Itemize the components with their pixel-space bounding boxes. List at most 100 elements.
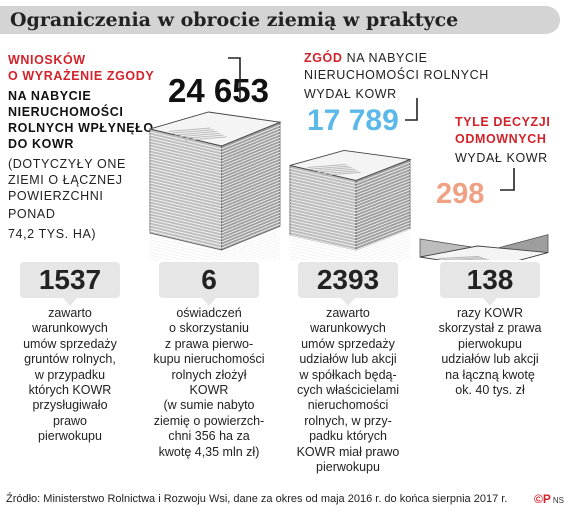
stat-desc-2: oświadczeń o skorzystaniu z prawa pierwo… bbox=[153, 306, 265, 459]
sheet-line bbox=[289, 174, 411, 196]
sheet-line bbox=[149, 238, 281, 260]
sheet-line bbox=[289, 177, 411, 199]
sheet-line bbox=[289, 246, 411, 260]
stack-top-sheet bbox=[148, 111, 282, 147]
sheet-line bbox=[149, 124, 281, 150]
sheet-line bbox=[289, 183, 411, 206]
left-normal-line-4: PONAD bbox=[8, 207, 56, 221]
left-normal-line-2: ZIEMI O ŁĄCZNEJ bbox=[8, 173, 123, 187]
middle-line-1-rest: NA NABYCIE bbox=[342, 51, 428, 65]
sheet-line bbox=[289, 171, 411, 193]
sheet-line bbox=[149, 172, 281, 198]
stack-top-sheet bbox=[289, 149, 412, 181]
sheet-line bbox=[289, 219, 411, 242]
top-sheet-text-line bbox=[184, 136, 227, 141]
top-sheet-text-line bbox=[181, 134, 224, 140]
sheet-line bbox=[149, 208, 281, 234]
stat-badge-3-tail bbox=[341, 298, 355, 306]
sheet-line bbox=[149, 181, 281, 207]
sheet-line bbox=[289, 210, 411, 233]
sheet-line bbox=[149, 148, 281, 174]
sheet-line bbox=[289, 243, 411, 260]
sheet-line bbox=[289, 195, 411, 218]
sheet-line bbox=[149, 142, 281, 168]
sheet-line bbox=[149, 184, 281, 210]
sheet-line bbox=[289, 165, 411, 187]
sheet-line bbox=[149, 223, 281, 249]
sheet-line bbox=[149, 241, 281, 260]
sheet-line bbox=[149, 229, 281, 255]
stat-badge-1-tail bbox=[63, 298, 77, 306]
sheet-line bbox=[149, 136, 281, 162]
paper-stack-2 bbox=[289, 149, 412, 260]
sheet-line bbox=[149, 211, 281, 237]
sheet-line bbox=[289, 162, 411, 184]
sheet-line bbox=[149, 196, 281, 222]
sheet-line bbox=[289, 252, 411, 260]
stat-badge-1: 1537 bbox=[20, 262, 120, 298]
sheet-line bbox=[289, 198, 411, 221]
sheet-line bbox=[289, 168, 411, 190]
stack-top-sheet bbox=[419, 245, 549, 260]
stat-badge-3: 2393 bbox=[298, 262, 398, 298]
stat-desc-4: razy KOWR skorzystał z prawa pierwokupu … bbox=[438, 306, 542, 398]
stat-desc-3: zawarto warunkowych umów sprzedaży udzia… bbox=[296, 306, 400, 475]
sheet-line bbox=[149, 247, 281, 260]
sheet-line bbox=[289, 192, 411, 215]
stat-badge-2: 6 bbox=[159, 262, 259, 298]
left-normal-line-3: POWIERZCHNI bbox=[8, 189, 104, 203]
sheet-line bbox=[149, 232, 281, 258]
sheet-line bbox=[149, 202, 281, 228]
left-bold-line-1: NA NABYCIE bbox=[8, 89, 92, 103]
sheet-line bbox=[289, 180, 411, 203]
left-normal-line-5: 74,2 TYS. HA) bbox=[8, 227, 97, 241]
top-sheet-text-line bbox=[441, 256, 483, 260]
top-sheet-text-line bbox=[438, 255, 480, 260]
logo-mark: ©P bbox=[534, 492, 551, 506]
middle-line-2: NIERUCHOMOŚCI ROLNYCH bbox=[304, 68, 489, 82]
sheet-line bbox=[149, 187, 281, 213]
sheet-line bbox=[149, 157, 281, 183]
stat-desc-1: zawarto warunkowych umów sprzedaży grunt… bbox=[23, 306, 117, 444]
sheet-line bbox=[289, 186, 411, 209]
sheet-line bbox=[149, 235, 281, 260]
sheet-line bbox=[149, 214, 281, 240]
sheet-line bbox=[149, 160, 281, 186]
top-sheet-text-line bbox=[168, 127, 211, 132]
sheet-line bbox=[149, 178, 281, 204]
top-sheet-text-line bbox=[316, 168, 355, 173]
sheet-line bbox=[289, 237, 411, 260]
top-sheet-text-line bbox=[307, 164, 346, 169]
page-title: Ograniczenia w obrocie ziemią w praktyce bbox=[10, 9, 459, 31]
top-sheet-text-line bbox=[319, 170, 358, 175]
stacks-chart bbox=[148, 111, 549, 260]
middle-line-3: WYDAŁ KOWR bbox=[304, 87, 397, 101]
right-red-line-1: TYLE DECYZJI bbox=[455, 115, 551, 129]
top-sheet-text-line bbox=[172, 129, 214, 134]
title-bar: Ograniczenia w obrocie ziemią w praktyce bbox=[0, 6, 560, 34]
sheet-line bbox=[149, 217, 281, 243]
sheet-line bbox=[289, 216, 411, 239]
sheet-line bbox=[289, 231, 411, 254]
sheet-line bbox=[149, 166, 281, 192]
middle-line-1: ZGÓD NA NABYCIE bbox=[304, 50, 428, 66]
pointer-odmowy bbox=[500, 168, 515, 191]
value-label-wnioski: 24 653 bbox=[168, 72, 269, 109]
value-label-zgody: 17 789 bbox=[307, 104, 399, 137]
sheet-line bbox=[289, 213, 411, 236]
sheet-line bbox=[289, 207, 411, 230]
right-line-3: WYDAŁ KOWR bbox=[455, 151, 548, 165]
sheet-line bbox=[289, 249, 411, 260]
sheet-line bbox=[149, 244, 281, 260]
sheet-line bbox=[289, 240, 411, 260]
pointer-zgody bbox=[405, 98, 418, 121]
left-bold-line-3: ROLNYCH WPŁYNĘŁO bbox=[8, 121, 154, 135]
sheet-line bbox=[149, 205, 281, 231]
source-note: Źródło: Ministerstwo Rolnictwa i Rozwoju… bbox=[6, 493, 508, 505]
middle-red-word: ZGÓD bbox=[304, 51, 343, 65]
sheet-line bbox=[289, 228, 411, 251]
left-bold-line-2: NIERUCHOMOŚCI bbox=[8, 105, 124, 119]
sheet-line bbox=[149, 220, 281, 246]
sheet-line bbox=[149, 139, 281, 165]
sheet-line bbox=[149, 145, 281, 171]
